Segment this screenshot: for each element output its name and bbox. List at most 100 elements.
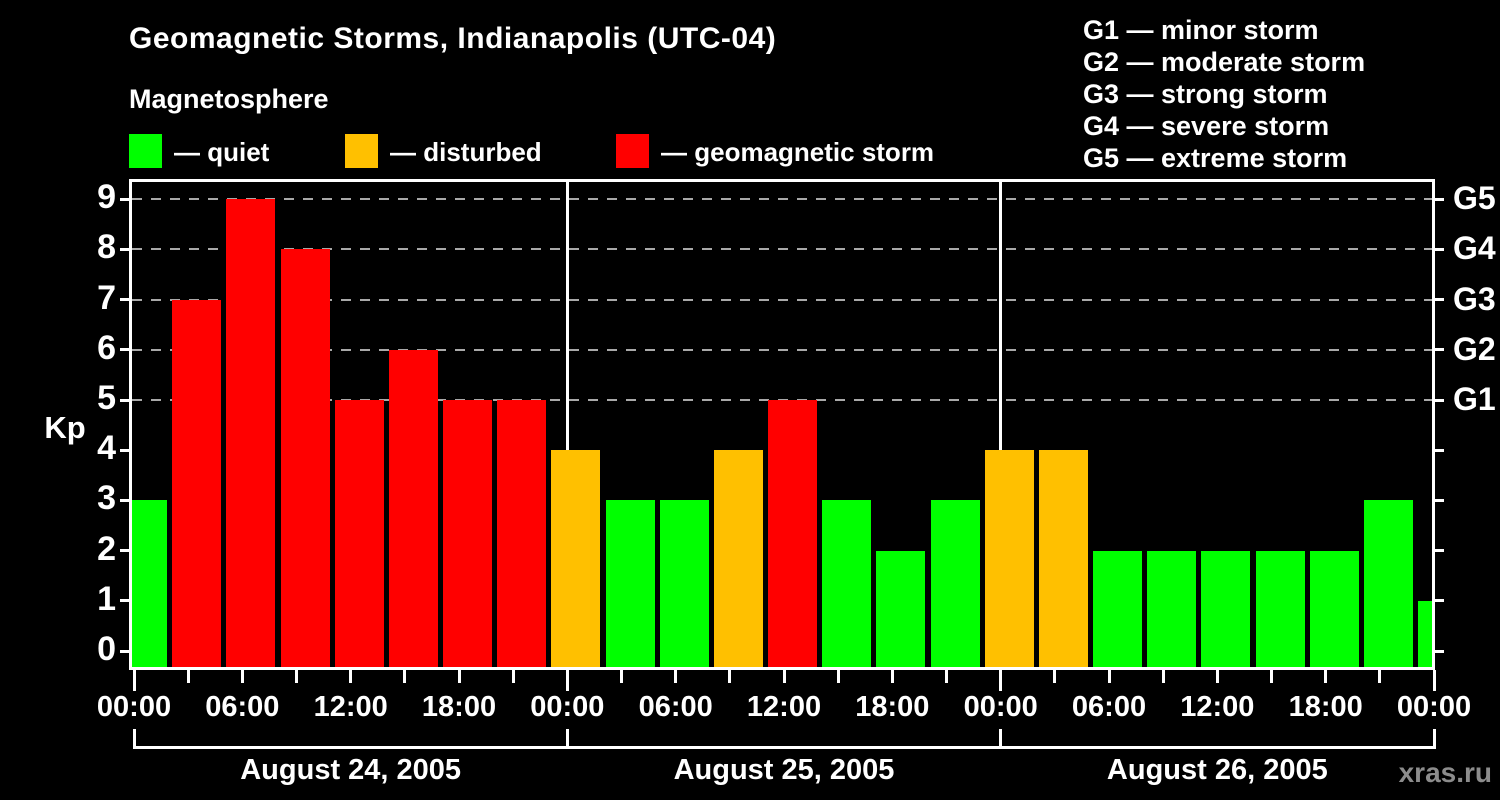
y-axis-tick <box>120 247 132 251</box>
kp-bar <box>984 450 1034 667</box>
y-axis-tick <box>120 348 132 352</box>
date-bracket-tick <box>999 729 1003 749</box>
date-bracket-tick <box>132 729 136 749</box>
kp-bar <box>172 299 222 667</box>
kp-bar <box>497 400 547 667</box>
y-axis-tick-right <box>1432 197 1444 201</box>
x-axis-tick <box>457 670 461 683</box>
kp-bar <box>226 199 276 667</box>
x-axis-label: 00:00 <box>963 691 1038 723</box>
x-axis-tick <box>782 670 786 683</box>
quiet-swatch-icon <box>129 134 162 168</box>
x-axis-tick <box>132 670 136 691</box>
y-axis-label: 3 <box>97 479 116 518</box>
y-axis-label: 6 <box>97 328 116 367</box>
y-axis-tick-right <box>1432 247 1444 251</box>
kp-bar <box>659 500 709 667</box>
x-axis-tick <box>295 670 298 683</box>
y-axis-label: 5 <box>97 379 116 417</box>
x-axis-label: 18:00 <box>1288 691 1363 723</box>
gridline-kp7 <box>132 298 1432 301</box>
kp-bar <box>280 249 330 667</box>
y-axis-tick <box>120 498 132 502</box>
date-bracket <box>134 746 1434 749</box>
x-axis-tick <box>1270 670 1273 683</box>
x-axis-tick <box>1378 670 1382 683</box>
kp-bar <box>1309 550 1359 667</box>
kp-bar <box>822 500 872 667</box>
kp-color-legend: — quiet — disturbed — geomagnetic storm <box>0 134 1500 170</box>
x-axis-tick <box>999 670 1003 691</box>
g-legend-line: G2 — moderate storm <box>1083 47 1366 77</box>
kp-bar <box>1147 550 1197 667</box>
y-axis-tick-right <box>1432 498 1444 502</box>
watermark: xras.ru <box>1398 757 1492 788</box>
x-axis-tick <box>1161 670 1165 683</box>
g-legend-line: G3 — strong storm <box>1083 79 1328 109</box>
x-axis-tick <box>674 670 678 683</box>
x-axis-tick <box>186 670 190 683</box>
x-axis-tick <box>1107 670 1111 683</box>
g-level-label: G4 <box>1453 230 1496 267</box>
date-label: August 25, 2005 <box>673 754 895 786</box>
kp-bar <box>1201 550 1251 667</box>
x-axis-tick <box>565 670 569 691</box>
kp-bar <box>713 450 763 667</box>
x-axis-tick <box>1053 670 1057 683</box>
y-axis-tick <box>120 599 132 603</box>
y-axis-tick-right <box>1432 549 1444 553</box>
x-axis-tick <box>349 670 353 683</box>
x-axis-label: 06:00 <box>1071 691 1147 723</box>
kp-bar <box>334 400 384 667</box>
y-axis-label: 1 <box>97 579 116 618</box>
kp-bar <box>1418 600 1432 667</box>
x-axis-label: 18:00 <box>421 691 497 723</box>
y-axis-tick <box>120 197 132 201</box>
x-axis-label: 00:00 <box>530 691 605 723</box>
x-axis-tick <box>240 670 244 683</box>
kp-bar <box>876 550 926 667</box>
y-axis-title: Kp <box>44 410 86 445</box>
kp-bar <box>930 500 980 667</box>
kp-bar <box>605 500 655 667</box>
kp-bar <box>768 400 817 667</box>
y-axis-tick-right <box>1432 398 1444 402</box>
x-axis-tick <box>403 670 407 683</box>
legend-label-storm: — geomagnetic storm <box>661 137 935 167</box>
g-level-label: G1 <box>1453 381 1496 417</box>
x-axis-tick <box>890 670 894 683</box>
gridline-kp6 <box>132 348 1432 351</box>
x-axis-label: 18:00 <box>855 691 930 723</box>
kp-bar <box>1363 500 1413 667</box>
y-axis-tick <box>120 298 132 302</box>
storm-swatch-icon <box>616 134 649 168</box>
kp-bar <box>1038 450 1088 667</box>
x-axis-label: 12:00 <box>1180 691 1255 723</box>
gridline-kp8 <box>132 248 1432 251</box>
gridline-kp9 <box>132 198 1432 201</box>
x-axis-tick <box>620 670 623 683</box>
kp-bar <box>1255 550 1305 667</box>
y-axis-label: 8 <box>97 228 116 267</box>
x-axis-tick <box>1324 670 1328 683</box>
kp-bar <box>1093 550 1142 667</box>
kp-bar <box>132 500 167 667</box>
x-axis-tick <box>511 670 515 683</box>
y-axis-tick <box>120 398 132 402</box>
g-level-label: G2 <box>1453 330 1496 367</box>
y-axis-label: 4 <box>97 429 116 468</box>
legend-label-quiet: — quiet <box>174 137 270 167</box>
y-axis-tick-right <box>1432 448 1444 452</box>
x-axis-label: 06:00 <box>205 691 280 723</box>
y-axis-tick <box>120 649 132 653</box>
g-level-label: G5 <box>1453 180 1496 217</box>
y-axis-tick-right <box>1432 599 1444 603</box>
x-axis-label: 06:00 <box>638 691 713 723</box>
day-separator-line <box>999 181 1003 667</box>
legend-label-disturbed: — disturbed <box>390 137 542 167</box>
y-axis-tick <box>120 549 132 553</box>
y-axis-label: 2 <box>97 529 116 568</box>
kp-bar <box>388 349 438 667</box>
kp-bar <box>551 450 601 667</box>
x-axis-tick <box>836 670 840 683</box>
